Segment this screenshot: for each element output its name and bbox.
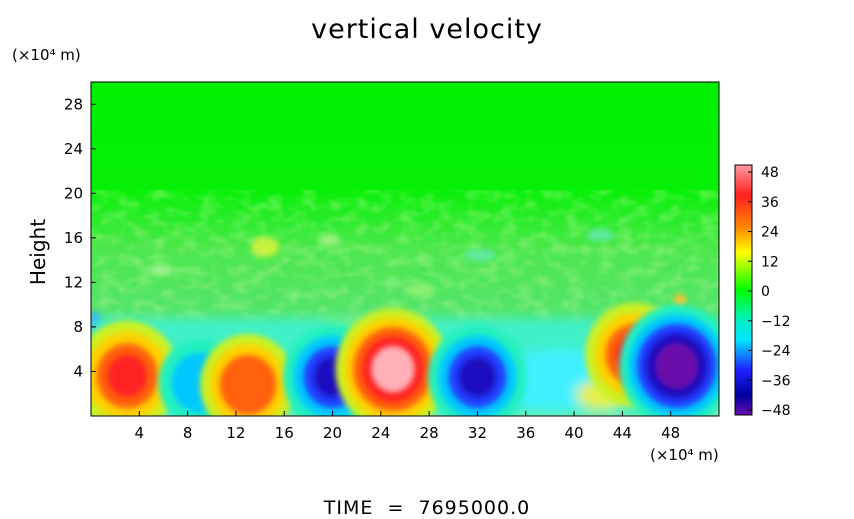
colorbar-tick-label: −12 — [761, 314, 791, 330]
x-tick-label: 24 — [371, 424, 390, 442]
time-equals: = — [387, 497, 405, 519]
y-tick-label: 12 — [64, 273, 83, 291]
convective-cells — [91, 302, 719, 416]
y-tick-label: 8 — [73, 318, 83, 336]
updraft-cell — [335, 308, 451, 416]
turbulence-texture — [91, 190, 719, 330]
x-tick-label: 40 — [565, 424, 584, 442]
y-tick-label: 16 — [64, 229, 83, 247]
colorbar-tick-label: −24 — [761, 344, 791, 360]
plot-frame — [90, 81, 720, 417]
cell-contour — [107, 354, 148, 397]
x-tick-label: 20 — [323, 424, 342, 442]
x-tick-label: 36 — [516, 424, 535, 442]
time-label: TIME — [323, 497, 374, 519]
x-tick-label: 32 — [468, 424, 487, 442]
colorbar-tick-label: 0 — [761, 284, 770, 300]
y-axis-ticks: 4 8 12 16 20 24 28 — [64, 95, 96, 380]
downdraft-cell — [619, 304, 719, 416]
colorbar-tick-label: 48 — [761, 165, 779, 181]
y-axis-unit: (×10⁴ m) — [12, 46, 81, 64]
cell-contour — [371, 346, 415, 393]
x-tick-label: 8 — [183, 424, 193, 442]
velocity-field — [91, 82, 719, 416]
colorbar-tick-label: 36 — [761, 195, 779, 211]
x-tick-label: 48 — [661, 424, 680, 442]
time-value: 7695000.0 — [418, 497, 531, 519]
time-readout: TIME = 7695000.0 — [0, 497, 854, 519]
x-tick-label: 4 — [135, 424, 145, 442]
x-tick-label: 44 — [613, 424, 632, 442]
y-tick-label: 4 — [73, 362, 83, 380]
x-axis-ticks: 4 8 12 16 20 24 28 32 36 40 44 48 — [135, 411, 680, 442]
y-tick-label: 20 — [64, 184, 83, 202]
chart-title: vertical velocity — [311, 14, 543, 45]
colorbar-gradient — [734, 164, 753, 416]
updraft-cell — [91, 320, 180, 416]
colorbar-tick-label: −36 — [761, 373, 791, 389]
cell-contour — [654, 342, 699, 390]
colorbar-ticks: 48 36 24 12 0 −12 −24 −36 −48 — [748, 165, 791, 419]
x-axis-unit: (×10⁴ m) — [650, 446, 719, 464]
cell-contour — [229, 365, 267, 405]
updraft-cell — [200, 334, 296, 416]
x-tick-label: 16 — [275, 424, 294, 442]
y-tick-label: 24 — [64, 140, 83, 158]
colorbar-tick-label: 12 — [761, 254, 779, 270]
x-tick-label: 28 — [420, 424, 439, 442]
y-tick-label: 28 — [64, 95, 83, 113]
colorbar-tick-label: −48 — [761, 403, 791, 419]
colorbar-tick-label: 24 — [761, 225, 779, 241]
x-tick-label: 12 — [226, 424, 245, 442]
colorbar: 48 36 24 12 0 −12 −24 −36 −48 — [734, 164, 791, 419]
cell-contour — [458, 357, 497, 397]
downdraft-cell — [428, 324, 527, 416]
